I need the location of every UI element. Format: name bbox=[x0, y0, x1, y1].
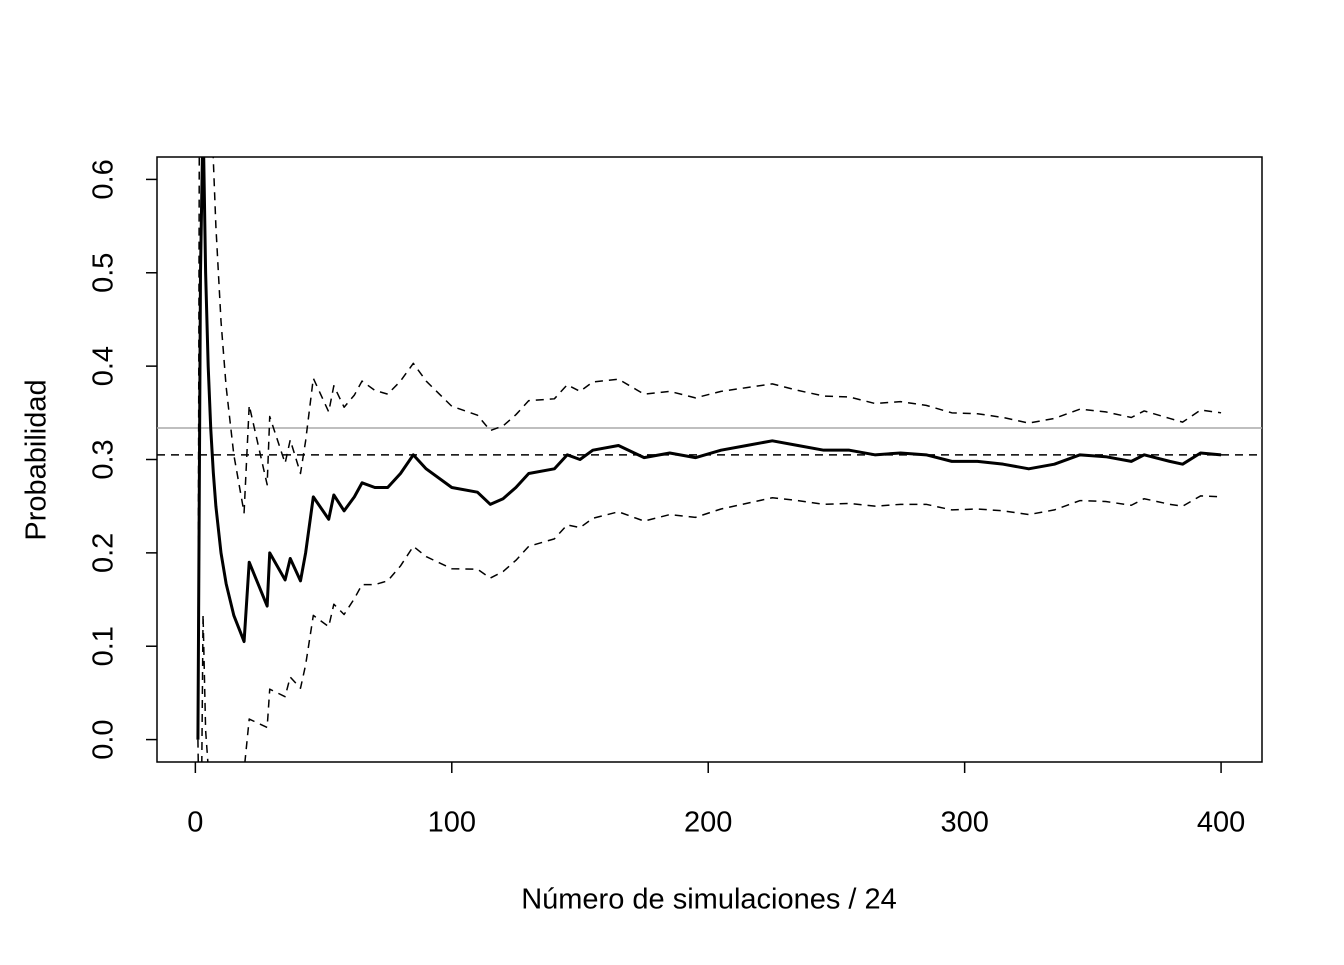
x-tick-label: 0 bbox=[187, 807, 203, 839]
x-axis-label: Número de simulaciones / 24 bbox=[521, 884, 897, 916]
series-line bbox=[196, 157, 1222, 740]
series-line bbox=[197, 495, 1222, 762]
plot-area bbox=[157, 157, 1262, 762]
y-tick-label: 0.1 bbox=[88, 626, 120, 666]
y-tick-label: 0.0 bbox=[88, 719, 120, 759]
y-tick-label: 0.6 bbox=[88, 159, 120, 199]
x-tick-label: 400 bbox=[1197, 807, 1245, 839]
plot-frame bbox=[156, 156, 1263, 763]
y-tick-label: 0.2 bbox=[88, 533, 120, 573]
y-axis-label: Probabilidad bbox=[21, 379, 53, 540]
y-tick-label: 0.3 bbox=[88, 439, 120, 479]
x-tick-label: 100 bbox=[428, 807, 476, 839]
x-tick-label: 200 bbox=[684, 807, 732, 839]
series-line bbox=[197, 157, 1222, 740]
y-tick-label: 0.4 bbox=[88, 346, 120, 386]
x-tick-label: 300 bbox=[940, 807, 988, 839]
y-tick-label: 0.5 bbox=[88, 253, 120, 293]
